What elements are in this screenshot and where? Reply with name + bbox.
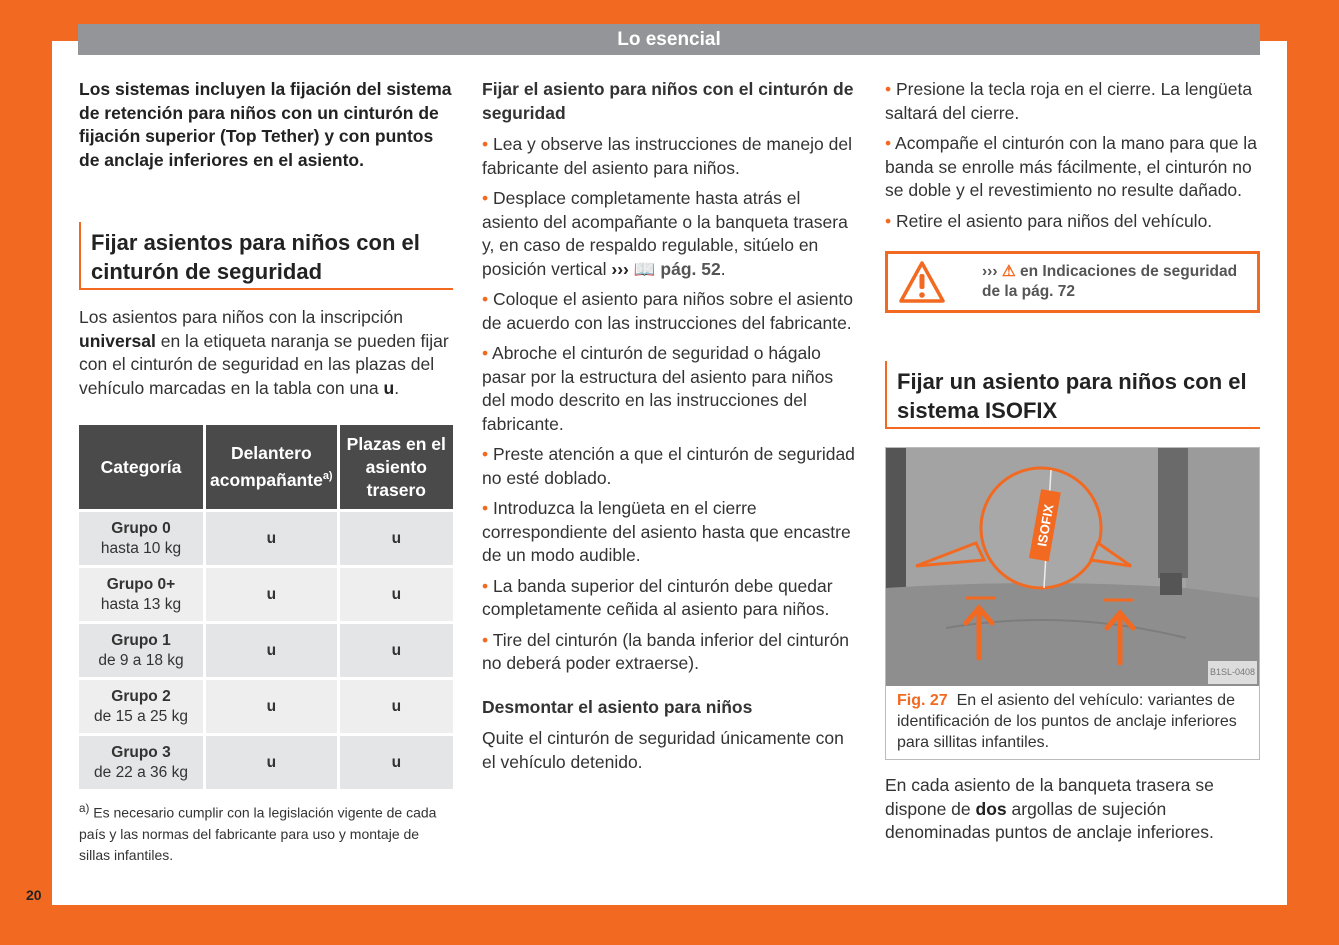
bullet-item: Introduzca la lengüeta en el cierre corr… (482, 497, 856, 568)
bullet-item: Acompañe el cinturón con la mano para qu… (885, 132, 1260, 203)
cell: u (339, 512, 453, 565)
group-name: Grupo 0+ (106, 575, 176, 593)
cell: u (206, 736, 337, 789)
figure-caption: Fig. 27 En el asiento del vehículo: vari… (897, 692, 1237, 751)
warning-small-icon: ⚠ (1001, 263, 1016, 280)
cell: u (206, 568, 337, 621)
bullet-item: La banda superior del cinturón debe qued… (482, 575, 856, 622)
group-name: Grupo 1 (111, 631, 171, 649)
table-row: Grupo 0 hasta 10 kg u u (79, 512, 453, 565)
warning-reference-link[interactable]: ››› ⚠ en Indicaciones de seguridad de la… (982, 263, 1238, 300)
child-seat-table: Categoría Delantero acompañantea) Plazas… (76, 422, 456, 792)
table-row: Grupo 2 de 15 a 25 kg u u (79, 680, 453, 733)
table-row: Grupo 3 de 22 a 36 kg u u (79, 736, 453, 789)
group-name: Grupo 0 (111, 519, 171, 537)
cell: u (339, 736, 453, 789)
cell: u (339, 624, 453, 677)
bullet-item: Presione la tecla roja en el cierre. La … (885, 78, 1260, 125)
column-2: Fijar el asiento para niños con el cintu… (482, 78, 856, 781)
subheading: Fijar el asiento para niños con el cintu… (482, 79, 854, 123)
body-paragraph: Quite el cinturón de seguridad únicament… (482, 728, 844, 772)
column-header: Categoría (79, 425, 203, 509)
cell: u (206, 624, 337, 677)
body-paragraph: Los asientos para niños con la inscripci… (79, 307, 449, 398)
body-paragraph: En cada asiento de la banqueta trasera s… (885, 775, 1214, 842)
weight: hasta 13 kg (100, 595, 182, 613)
cell: u (339, 680, 453, 733)
column-3: Presione la tecla roja en el cierre. La … (885, 78, 1260, 852)
column-1: Los sistemas incluyen la fijación del si… (79, 78, 453, 873)
isofix-seat-illustration: ISOFIX B1SL-0408 (886, 448, 1259, 686)
section-heading: Fijar un asiento para niños con el siste… (885, 361, 1260, 429)
subheading: Desmontar el asiento para niños (482, 696, 753, 717)
column-header: Plazas en el asiento trasero (339, 425, 453, 509)
seat-drawing: ISOFIX (886, 448, 1259, 686)
footnote: a) Es necesario cumplir con la legislaci… (79, 802, 437, 863)
column-header: Delantero acompañantea) (206, 425, 337, 509)
figure-code: B1SL-0408 (1207, 660, 1257, 684)
cell: u (339, 568, 453, 621)
weight: de 15 a 25 kg (94, 707, 188, 725)
cell: u (206, 680, 337, 733)
cell: u (206, 512, 337, 565)
book-search-icon: 📖 (633, 258, 656, 279)
bullet-item: Retire el asiento para niños del vehícul… (885, 210, 1260, 234)
warning-triangle-icon (899, 261, 945, 303)
bullet-item: Coloque el asiento para niños sobre el a… (482, 288, 856, 335)
weight: hasta 10 kg (100, 539, 182, 557)
page-number: 20 (26, 887, 42, 903)
figure-27: ISOFIX B1SL-0408 Fig. 27 En el asiento d… (885, 447, 1260, 760)
bullet-item: Lea y observe las instrucciones de manej… (482, 133, 856, 180)
isofix-label: ISOFIX (1034, 503, 1056, 548)
table-row: Grupo 0+ hasta 13 kg u u (79, 568, 453, 621)
section-heading: Fijar asientos para niños con el cinturó… (79, 222, 453, 290)
section-header: Lo esencial (78, 24, 1260, 55)
group-name: Grupo 3 (111, 743, 171, 761)
bullet-item: Tire del cinturón (la banda inferior del… (482, 629, 856, 676)
page-reference-link[interactable]: pág. 52 (660, 258, 721, 279)
arrow-up-icon (963, 604, 995, 661)
bullet-item: Preste atención a que el cinturón de seg… (482, 443, 856, 490)
weight: de 22 a 36 kg (94, 763, 188, 781)
table-header-row: Categoría Delantero acompañantea) Plazas… (79, 425, 453, 509)
bullet-item: Abroche el cinturón de seguridad o hágal… (482, 342, 856, 436)
intro-text: Los sistemas incluyen la fijación del si… (79, 79, 452, 170)
table-row: Grupo 1 de 9 a 18 kg u u (79, 624, 453, 677)
arrow-up-icon (1104, 609, 1136, 666)
bullet-item: Desplace completamente hasta atrás el as… (482, 187, 856, 281)
safety-warning-box: ››› ⚠ en Indicaciones de seguridad de la… (885, 251, 1260, 313)
group-name: Grupo 2 (111, 687, 171, 705)
weight: de 9 a 18 kg (98, 651, 184, 669)
